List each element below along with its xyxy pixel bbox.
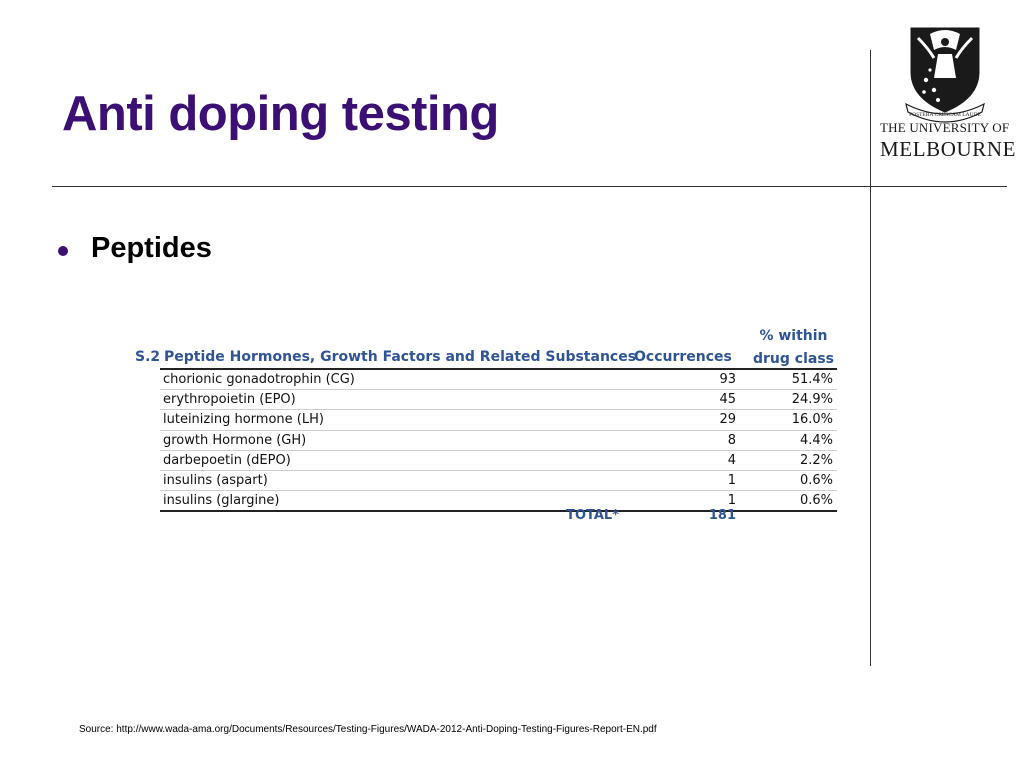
cell-occurrences: 8 bbox=[727, 432, 736, 448]
table-row: growth Hormone (GH) 8 4.4% bbox=[160, 431, 837, 451]
bullet-text: Peptides bbox=[91, 232, 212, 264]
table-header: S.2 Peptide Hormones, Growth Factors and… bbox=[134, 322, 839, 368]
header-percent-line-2: drug class bbox=[753, 351, 834, 367]
cell-substance: insulins (glargine) bbox=[163, 493, 280, 509]
header-substance: Peptide Hormones, Growth Factors and Rel… bbox=[164, 349, 637, 365]
cell-substance: insulins (aspart) bbox=[163, 472, 268, 488]
cell-percent: 0.6% bbox=[799, 472, 833, 488]
header-rule bbox=[160, 368, 837, 370]
bullet-item: Peptides bbox=[58, 232, 212, 265]
vertical-divider bbox=[870, 50, 871, 666]
table-code: S.2 bbox=[135, 349, 161, 365]
header-occurrences: Occurrences bbox=[634, 349, 732, 365]
cell-percent: 24.9% bbox=[791, 392, 833, 408]
source-citation: Source: http://www.wada-ama.org/Document… bbox=[79, 724, 657, 735]
cell-occurrences: 29 bbox=[719, 412, 736, 428]
table-row: erythropoietin (EPO) 45 24.9% bbox=[160, 390, 837, 411]
cell-occurrences: 1 bbox=[727, 493, 736, 509]
cell-occurrences: 4 bbox=[727, 452, 736, 468]
cell-substance: luteinizing hormone (LH) bbox=[163, 412, 324, 428]
university-crest-logo: POSTERA CRESCAM LAUDE bbox=[905, 27, 985, 123]
logo-motto: POSTERA CRESCAM LAUDE bbox=[909, 112, 981, 118]
cell-occurrences: 93 bbox=[719, 372, 736, 387]
cell-percent: 2.2% bbox=[799, 452, 833, 468]
cell-percent: 51.4% bbox=[791, 372, 833, 387]
total-value: 181 bbox=[708, 508, 736, 523]
table-row: luteinizing hormone (LH) 29 16.0% bbox=[160, 410, 837, 431]
title-divider bbox=[52, 186, 1007, 187]
header-percent: % within drug class bbox=[746, 325, 841, 371]
cell-substance: growth Hormone (GH) bbox=[163, 432, 307, 448]
cell-percent: 16.0% bbox=[791, 412, 833, 428]
header-percent-line-1: % within bbox=[759, 328, 828, 344]
university-wordmark: THE UNIVERSITY OF MELBOURNE bbox=[880, 120, 1017, 162]
substances-table: S.2 Peptide Hormones, Growth Factors and… bbox=[134, 322, 839, 523]
table-row: insulins (aspart) 1 0.6% bbox=[160, 471, 837, 492]
total-label: TOTAL* bbox=[566, 508, 619, 523]
cell-occurrences: 45 bbox=[719, 392, 736, 408]
wordmark-line-2: MELBOURNE bbox=[880, 137, 1017, 161]
cell-substance: chorionic gonadotrophin (CG) bbox=[163, 372, 355, 387]
wordmark-line-1: THE UNIVERSITY OF bbox=[880, 120, 1010, 135]
cell-substance: erythropoietin (EPO) bbox=[163, 392, 296, 408]
table-row: insulins (glargine) 1 0.6% bbox=[160, 491, 837, 513]
bullet-icon bbox=[58, 245, 68, 256]
table-row: chorionic gonadotrophin (CG) 93 51.4% bbox=[160, 370, 837, 391]
table-body: chorionic gonadotrophin (CG) 93 51.4% er… bbox=[160, 370, 837, 513]
slide-title: Anti doping testing bbox=[62, 87, 499, 141]
table-row: darbepoetin (dEPO) 4 2.2% bbox=[160, 451, 837, 471]
cell-percent: 4.4% bbox=[799, 432, 833, 448]
cell-occurrences: 1 bbox=[727, 472, 736, 488]
cell-percent: 0.6% bbox=[799, 493, 833, 509]
table-total-row: TOTAL* 181 bbox=[160, 508, 837, 528]
cell-substance: darbepoetin (dEPO) bbox=[163, 452, 291, 468]
